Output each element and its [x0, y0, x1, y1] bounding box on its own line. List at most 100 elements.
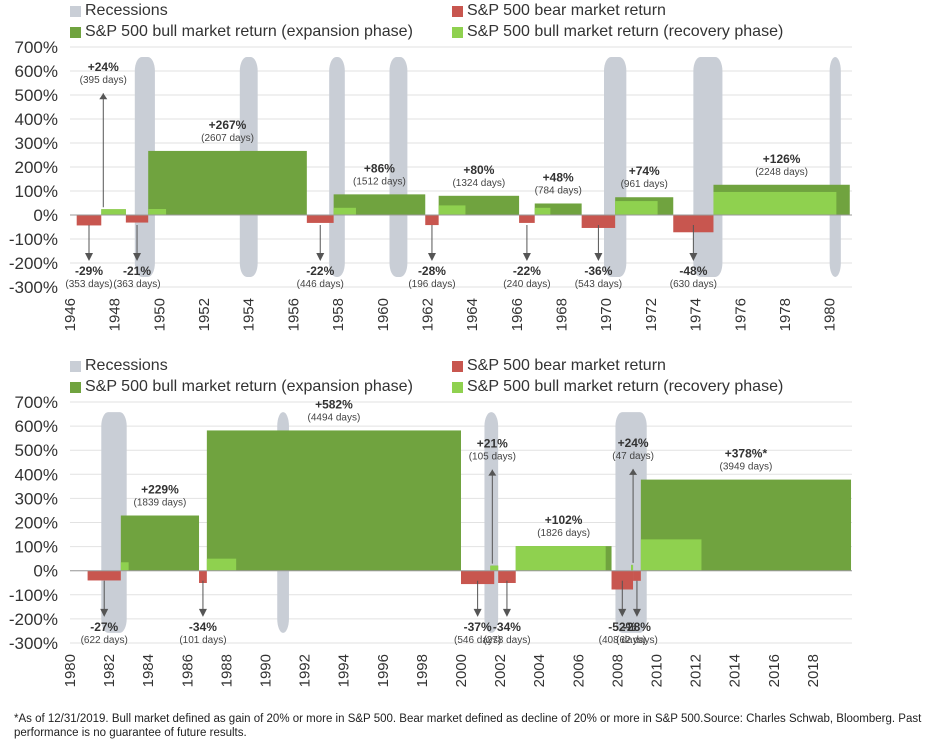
bear-bar — [461, 570, 495, 585]
bear-arrowhead — [689, 253, 698, 261]
x-tick-label: 2002 — [492, 654, 509, 687]
bear-return-label: -28% — [418, 264, 446, 278]
bear-arrowhead — [133, 253, 142, 261]
legend-bear-label: S&P 500 bear market return — [467, 357, 666, 374]
bear-days-label: (101 days) — [179, 635, 226, 646]
x-tick-label: 1976 — [732, 298, 749, 331]
x-tick-label: 1946 — [62, 298, 79, 331]
bull-recovery-bar — [713, 191, 837, 215]
legend-expansion: S&P 500 bull market return (expansion ph… — [70, 377, 413, 397]
bull-recovery-bar — [490, 565, 499, 571]
x-tick-label: 1954 — [241, 298, 258, 331]
bull-days-label: (47 days) — [612, 451, 654, 462]
recession-band — [829, 57, 841, 277]
bull-return-label: +24% — [618, 436, 649, 450]
bear-return-label: -27% — [90, 620, 118, 634]
bear-return-label: -48% — [679, 264, 707, 278]
legend-bear: S&P 500 bear market return — [452, 356, 666, 376]
swatch-bear — [452, 360, 463, 372]
legend-expansion: S&P 500 bull market return (expansion ph… — [70, 22, 413, 42]
bear-return-label: -34% — [493, 620, 521, 634]
y-tick-label: 700% — [15, 38, 58, 57]
x-tick-label: 1972 — [643, 298, 660, 331]
y-tick-label: -100% — [9, 230, 58, 249]
recession-band — [329, 57, 345, 277]
bull-return-label: +582% — [315, 397, 353, 411]
x-tick-label: 1990 — [258, 654, 275, 687]
bear-days-label: (408 days) — [599, 635, 646, 646]
legend-expansion-label: S&P 500 bull market return (expansion ph… — [85, 378, 413, 395]
bull-days-label: (2607 days) — [201, 133, 254, 144]
bear-arrowhead — [100, 608, 109, 617]
x-tick-label: 2016 — [766, 654, 783, 687]
x-tick-label: 1958 — [330, 298, 347, 331]
bear-days-label: (353 days) — [65, 279, 112, 290]
bull-return-label: +48% — [543, 170, 574, 184]
bull-days-label: (961 days) — [621, 179, 668, 190]
bull-days-label: (1839 days) — [134, 498, 187, 509]
bear-days-label: (446 days) — [297, 279, 344, 290]
y-tick-label: 700% — [15, 393, 58, 412]
bull-days-label: (4494 days) — [308, 412, 361, 423]
bear-arrowhead — [502, 608, 511, 617]
x-tick-label: 1950 — [151, 298, 168, 331]
bull-recovery-bar — [640, 539, 702, 571]
legend-recessions-label: Recessions — [85, 357, 168, 374]
x-tick-label: 2000 — [453, 654, 470, 687]
bull-recovery-bar — [438, 205, 466, 215]
bull-return-label: +102% — [545, 513, 583, 527]
x-tick-label: 1974 — [688, 298, 705, 331]
bull-recovery-bar — [333, 207, 356, 215]
bull-recovery-bar — [631, 564, 634, 571]
bear-days-label: (278 days) — [483, 635, 530, 646]
bull-return-label: +86% — [364, 161, 395, 175]
x-tick-label: 1978 — [777, 298, 794, 331]
y-tick-label: 600% — [15, 417, 58, 436]
recession-band — [389, 57, 408, 277]
bear-return-label: -36% — [584, 264, 612, 278]
bear-return-label: -28% — [623, 620, 651, 634]
bear-bar — [76, 215, 102, 226]
bear-bar — [125, 215, 149, 223]
bull-days-label: (1826 days) — [537, 528, 590, 539]
bull-days-label: (395 days) — [80, 75, 127, 86]
y-tick-label: 0% — [33, 206, 58, 225]
bear-arrowhead — [473, 608, 482, 617]
bull-arrowhead — [99, 93, 108, 100]
x-tick-label: 1952 — [196, 298, 213, 331]
recession-band — [603, 57, 627, 277]
bull-expansion-bar — [120, 515, 200, 571]
bear-bar — [611, 570, 634, 590]
x-tick-label: 2004 — [531, 654, 548, 687]
y-tick-label: -300% — [9, 278, 58, 297]
bull-days-label: (3949 days) — [720, 462, 773, 473]
y-tick-label: 200% — [15, 158, 58, 177]
bear-days-label: (363 days) — [113, 279, 160, 290]
y-tick-label: 500% — [15, 441, 58, 460]
bull-days-label: (1512 days) — [353, 176, 406, 187]
bull-recovery-bar — [148, 209, 167, 215]
x-tick-label: 2018 — [805, 654, 822, 687]
bear-days-label: (240 days) — [503, 279, 550, 290]
chart-top-svg: 700% 600% 500% 400% 300% 200% 100% 0% -100% -200%… — [9, 38, 852, 331]
x-tick-label: 1996 — [375, 654, 392, 687]
bull-recovery-bar — [206, 558, 237, 571]
x-tick-label: 2008 — [609, 654, 626, 687]
bear-bar — [199, 570, 207, 583]
bear-bar — [87, 570, 121, 581]
y-tick-label: 100% — [15, 182, 58, 201]
bear-return-label: -22% — [513, 264, 541, 278]
x-tick-label: 1982 — [101, 654, 118, 687]
bear-arrowhead — [84, 253, 93, 261]
x-tick-label: 1970 — [598, 298, 615, 331]
x-tick-label: 1980 — [822, 298, 839, 331]
bear-bar — [673, 215, 714, 233]
y-tick-label: -300% — [9, 634, 58, 653]
bear-return-label: -52% — [608, 620, 636, 634]
bear-arrowhead — [618, 608, 627, 617]
y-tick-label: 200% — [15, 514, 58, 533]
bull-recovery-bar — [615, 201, 658, 215]
bear-days-label: (196 days) — [408, 279, 455, 290]
y-tick-label: 300% — [15, 489, 58, 508]
bear-bar — [425, 215, 439, 226]
